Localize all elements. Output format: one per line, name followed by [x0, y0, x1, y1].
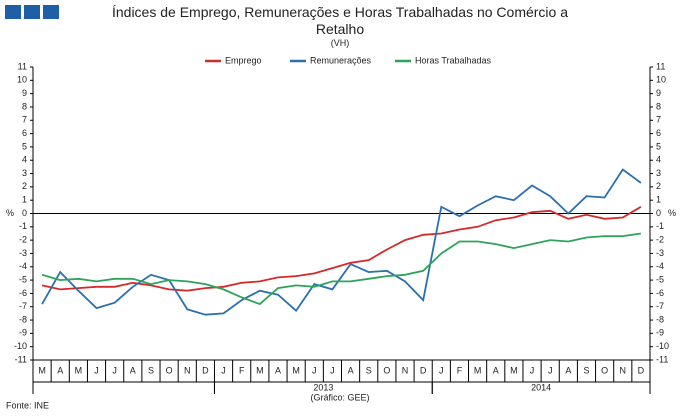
x-tick-label: M: [510, 365, 518, 375]
x-tick-label: S: [148, 365, 154, 375]
y2-tick-label: 4: [656, 155, 661, 165]
legend-label: Remunerações: [310, 55, 372, 65]
y-tick-label: 4: [22, 155, 27, 165]
y2-tick-label: -10: [656, 341, 669, 351]
x-tick-label: A: [57, 365, 63, 375]
y2-tick-label: 7: [656, 115, 661, 125]
y2-tick-label: -4: [656, 261, 664, 271]
y2-tick-label: -3: [656, 248, 664, 258]
y2-tick-label: 5: [656, 141, 661, 151]
y2-tick-label: 8: [656, 101, 661, 111]
x-tick-label: F: [239, 365, 245, 375]
x-tick-label: J: [330, 365, 335, 375]
x-tick-label: N: [402, 365, 409, 375]
x-tick-label: A: [565, 365, 571, 375]
y-tick-label: 7: [22, 115, 27, 125]
y-tick-label: -11: [15, 354, 27, 364]
legend-label: Horas Trabalhadas: [415, 55, 492, 65]
y-tick-label: -4: [19, 261, 27, 271]
y-tick-label: -10: [14, 341, 27, 351]
y2-tick-label: -5: [656, 274, 664, 284]
y2-tick-label: 11: [656, 61, 665, 71]
y-tick-label: -7: [19, 301, 27, 311]
x-tick-label: S: [583, 365, 589, 375]
x-tick-label: J: [94, 365, 99, 375]
y-tick-label: 6: [22, 128, 27, 138]
x-tick-label: F: [457, 365, 463, 375]
y-tick-label: -3: [19, 248, 27, 258]
y2-tick-label: 3: [656, 168, 661, 178]
x-tick-label: O: [383, 365, 390, 375]
y2-tick-label: -11: [656, 354, 668, 364]
source: Fonte: INE: [6, 400, 49, 410]
y2-tick-label: 9: [656, 88, 661, 98]
y2-tick-label: -1: [656, 221, 664, 231]
y-tick-label: -9: [19, 328, 27, 338]
y2-tick-label: 0: [656, 208, 661, 218]
x-tick-label: J: [548, 365, 553, 375]
x-tick-label: A: [130, 365, 136, 375]
y2-unit: %: [668, 208, 676, 218]
y-tick-label: 3: [22, 168, 27, 178]
y-tick-label: 1: [22, 195, 27, 205]
y-tick-label: -8: [19, 314, 27, 324]
year-label: 2014: [531, 382, 551, 392]
chart-subtitle: (VH): [330, 38, 350, 48]
x-tick-label: M: [474, 365, 482, 375]
y2-tick-label: -8: [656, 314, 664, 324]
y-tick-label: 9: [22, 88, 27, 98]
x-tick-label: J: [112, 365, 117, 375]
y-tick-label: -2: [19, 235, 27, 245]
x-tick-label: J: [439, 365, 444, 375]
x-tick-label: M: [38, 365, 46, 375]
data-line: [41, 168, 642, 316]
y-tick-label: -6: [19, 288, 27, 298]
y2-tick-label: 10: [656, 75, 666, 85]
x-tick-label: D: [420, 365, 427, 375]
data-line: [41, 232, 642, 306]
logo-block: [5, 5, 21, 19]
x-tick-label: M: [256, 365, 264, 375]
x-tick-label: O: [166, 365, 173, 375]
y2-tick-label: 6: [656, 128, 661, 138]
year-label: 2013: [313, 382, 333, 392]
legend-label: Emprego: [225, 55, 262, 65]
x-tick-label: A: [348, 365, 354, 375]
x-tick-label: J: [312, 365, 317, 375]
x-tick-label: N: [184, 365, 191, 375]
chart-title: Índices de Emprego, Remunerações e Horas…: [111, 4, 569, 37]
y-unit: %: [6, 208, 14, 218]
y2-tick-label: 1: [656, 195, 661, 205]
y2-tick-label: -6: [656, 288, 664, 298]
x-tick-label: J: [221, 365, 226, 375]
x-tick-label: N: [620, 365, 627, 375]
logo-block: [24, 5, 40, 19]
x-tick-label: S: [366, 365, 372, 375]
y2-tick-label: -9: [656, 328, 664, 338]
x-tick-label: A: [275, 365, 281, 375]
credit: (Gráfico: GEE): [310, 392, 369, 402]
y2-tick-label: -7: [656, 301, 664, 311]
y-tick-label: 0: [22, 208, 27, 218]
x-tick-label: O: [601, 365, 608, 375]
y2-tick-label: 2: [656, 181, 661, 191]
y-tick-label: 10: [17, 75, 27, 85]
y-tick-label: 2: [22, 181, 27, 191]
x-tick-label: D: [202, 365, 209, 375]
y-tick-label: -1: [19, 221, 27, 231]
logo-block: [43, 5, 59, 19]
y2-tick-label: -2: [656, 235, 664, 245]
x-tick-label: D: [638, 365, 645, 375]
x-tick-label: M: [75, 365, 83, 375]
y-tick-label: 8: [22, 101, 27, 111]
x-tick-label: A: [493, 365, 499, 375]
x-tick-label: J: [530, 365, 535, 375]
y-tick-label: 11: [18, 61, 27, 71]
x-tick-label: M: [292, 365, 300, 375]
y-tick-label: -5: [19, 274, 27, 284]
y-tick-label: 5: [22, 141, 27, 151]
data-line: [41, 206, 642, 292]
